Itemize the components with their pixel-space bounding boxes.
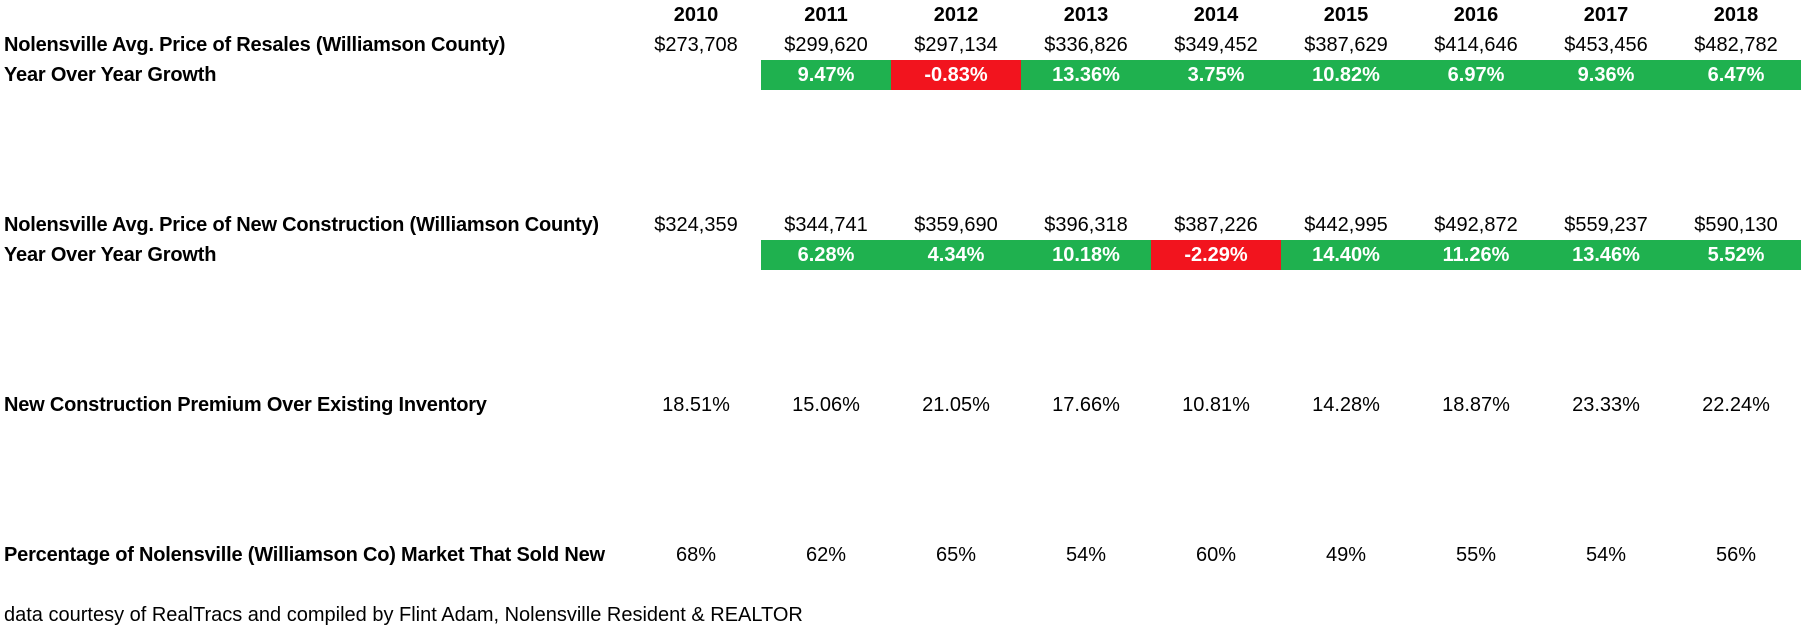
year-header-2010: 2010 [673, 4, 719, 26]
year-header-2011: 2011 [804, 4, 848, 26]
data-cell: 68% [675, 544, 717, 566]
data-cell: $387,629 [1304, 34, 1388, 56]
data-cell: $359,690 [914, 214, 998, 236]
year-header-2015: 2015 [1323, 4, 1369, 26]
growth-cell-positive: 6.97% [1411, 60, 1541, 90]
row-label: Nolensville Avg. Price of Resales (Willi… [4, 34, 506, 56]
data-cell: $396,318 [1044, 214, 1128, 236]
data-cell: $559,237 [1564, 214, 1648, 236]
data-cell: 21.05% [922, 394, 990, 416]
data-cell: 60% [1195, 544, 1237, 566]
growth-cell-positive: 13.36% [1021, 60, 1151, 90]
growth-cell-positive: 6.28% [761, 240, 891, 270]
year-header-2018: 2018 [1713, 4, 1759, 26]
data-cell: 49% [1325, 544, 1367, 566]
data-cell: $299,620 [784, 34, 868, 56]
growth-cell-positive: 9.36% [1541, 60, 1671, 90]
data-cell: 54% [1585, 544, 1627, 566]
data-cell: 18.87% [1442, 394, 1510, 416]
data-cell: $387,226 [1174, 214, 1258, 236]
data-cell: 10.81% [1182, 394, 1250, 416]
row-label: Year Over Year Growth [4, 244, 217, 266]
year-header-2012: 2012 [933, 4, 979, 26]
data-cell: $414,646 [1434, 34, 1518, 56]
data-cell: 55% [1455, 544, 1497, 566]
growth-cell-negative: -2.29% [1151, 240, 1281, 270]
growth-cell-positive: 5.52% [1671, 240, 1801, 270]
data-cell: 18.51% [662, 394, 730, 416]
data-cell: $336,826 [1044, 34, 1128, 56]
footer-note: data courtesy of RealTracs and compiled … [4, 604, 803, 626]
row-label: New Construction Premium Over Existing I… [4, 394, 487, 416]
growth-cell-positive: 9.47% [761, 60, 891, 90]
data-cell: 62% [805, 544, 847, 566]
data-cell: 22.24% [1702, 394, 1770, 416]
row-label: Percentage of Nolensville (Williamson Co… [4, 544, 605, 566]
data-cell: $590,130 [1694, 214, 1778, 236]
data-cell: 23.33% [1572, 394, 1640, 416]
data-cell: $273,708 [654, 34, 738, 56]
growth-cell-positive: 6.47% [1671, 60, 1801, 90]
data-cell: $482,782 [1694, 34, 1778, 56]
growth-cell-positive: 10.18% [1021, 240, 1151, 270]
data-cell: $297,134 [914, 34, 998, 56]
data-cell: 65% [935, 544, 977, 566]
data-cell: $442,995 [1304, 214, 1388, 236]
data-cell: $324,359 [654, 214, 738, 236]
data-cell: $492,872 [1434, 214, 1518, 236]
growth-cell-positive: 4.34% [891, 240, 1021, 270]
year-header-2014: 2014 [1193, 4, 1239, 26]
growth-cell-positive: 14.40% [1281, 240, 1411, 270]
data-cell: 54% [1065, 544, 1107, 566]
data-cell: $349,452 [1174, 34, 1258, 56]
data-cell: 56% [1715, 544, 1757, 566]
data-cell: 14.28% [1312, 394, 1380, 416]
growth-cell-positive: 10.82% [1281, 60, 1411, 90]
year-header-2013: 2013 [1063, 4, 1109, 26]
growth-cell-positive: 13.46% [1541, 240, 1671, 270]
growth-cell-positive: 11.26% [1411, 240, 1541, 270]
growth-cell-positive: 3.75% [1151, 60, 1281, 90]
row-label: Nolensville Avg. Price of New Constructi… [4, 214, 599, 236]
row-label: Year Over Year Growth [4, 64, 217, 86]
data-cell: 17.66% [1052, 394, 1120, 416]
growth-cell-negative: -0.83% [891, 60, 1021, 90]
year-header-2017: 2017 [1583, 4, 1629, 26]
data-cell: $344,741 [784, 214, 868, 236]
year-header-2016: 2016 [1453, 4, 1499, 26]
data-cell: 15.06% [792, 394, 860, 416]
data-cell: $453,456 [1564, 34, 1648, 56]
